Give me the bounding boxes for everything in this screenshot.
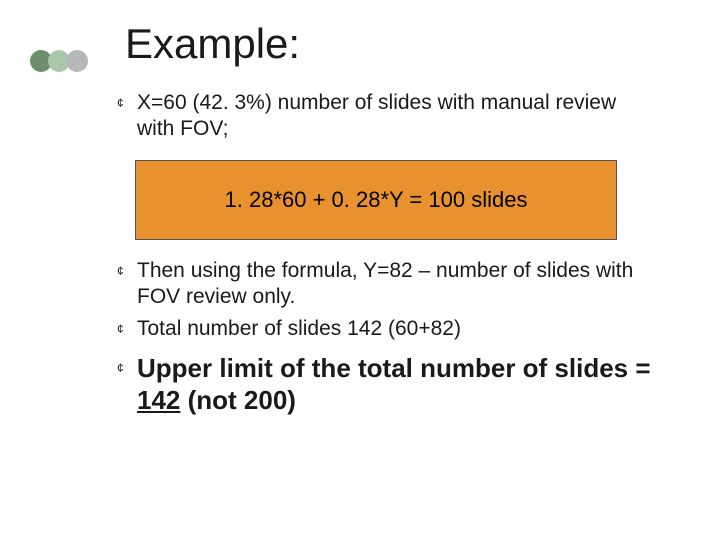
bullet-marker: ¢ — [115, 258, 137, 284]
bullet-item: ¢ Total number of slides 142 (60+82) — [115, 316, 655, 342]
bullet-text: Then using the formula, Y=82 – number of… — [137, 258, 655, 310]
bullet-marker: ¢ — [115, 90, 137, 116]
bullet-marker: ¢ — [115, 352, 137, 384]
decor-circles — [30, 50, 84, 72]
bullet-item: ¢ Then using the formula, Y=82 – number … — [115, 258, 655, 310]
bullet-text: X=60 (42. 3%) number of slides with manu… — [137, 90, 655, 142]
slide-title: Example: — [125, 20, 300, 68]
bullet-text-pre: Upper limit of the total number of slide… — [137, 353, 651, 383]
slide-body: ¢ X=60 (42. 3%) number of slides with ma… — [115, 90, 655, 422]
bullet-text-underlined: 142 — [137, 385, 180, 415]
bullet-text-post: (not 200) — [180, 385, 296, 415]
bullet-text-emphasis: Upper limit of the total number of slide… — [137, 352, 655, 416]
slide: Example: ¢ X=60 (42. 3%) number of slide… — [0, 0, 720, 540]
bullet-marker: ¢ — [115, 316, 137, 342]
bullet-item: ¢ X=60 (42. 3%) number of slides with ma… — [115, 90, 655, 142]
formula-box: 1. 28*60 + 0. 28*Y = 100 slides — [135, 160, 617, 240]
bullet-text: Total number of slides 142 (60+82) — [137, 316, 461, 342]
bullet-item: ¢ Upper limit of the total number of sli… — [115, 352, 655, 416]
decor-circle-3 — [66, 50, 88, 72]
